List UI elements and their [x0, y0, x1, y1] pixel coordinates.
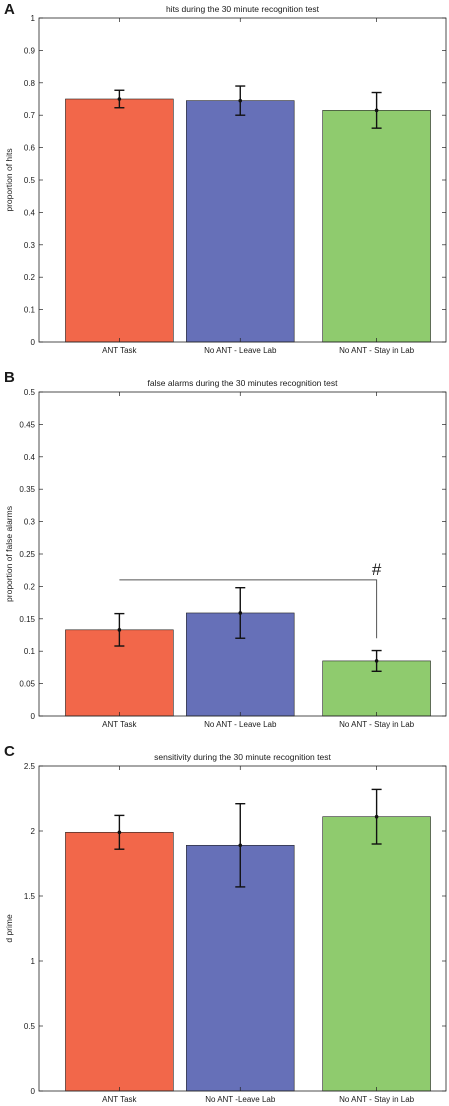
y-tick-label: 0.5 — [24, 388, 36, 397]
y-tick-label: 0.45 — [19, 420, 35, 429]
y-tick-label: 0.2 — [24, 582, 36, 591]
x-tick-label: No ANT - Stay in Lab — [339, 346, 415, 355]
y-tick-label: 1 — [31, 14, 36, 23]
axes-frame — [38, 17, 447, 343]
y-tick-label: 0.15 — [19, 615, 35, 624]
bar-1 — [65, 98, 174, 343]
y-tick-label: 0.35 — [19, 485, 35, 494]
y-tick-label: 1.5 — [24, 892, 36, 901]
y-tick-label: 0.05 — [19, 680, 35, 689]
chart-title: sensitivity during the 30 minute recogni… — [154, 752, 331, 762]
y-tick-label: 0.25 — [19, 550, 35, 559]
x-tick-label: ANT Task — [102, 1095, 137, 1104]
panel-letter: A — [4, 1, 15, 18]
y-tick-label: 0.5 — [24, 176, 36, 185]
mean-point — [238, 611, 243, 615]
y-tick-label: 0 — [31, 1087, 36, 1096]
mean-point — [374, 659, 379, 663]
y-tick-label: 0.4 — [24, 208, 36, 217]
x-tick-label: No ANT - Stay in Lab — [339, 1095, 415, 1104]
y-tick-label: 2.5 — [24, 762, 36, 771]
x-tick-label: ANT Task — [102, 720, 137, 729]
y-tick-label: 0 — [31, 712, 36, 721]
significance-marker: # — [372, 560, 382, 579]
bar-3 — [322, 110, 431, 343]
mean-point — [117, 628, 122, 632]
chart-title: hits during the 30 minute recognition te… — [166, 4, 320, 14]
y-tick-label: 2 — [31, 827, 36, 836]
y-tick-label: 0.9 — [24, 46, 36, 55]
y-tick-label: 0.1 — [24, 306, 36, 315]
mean-point — [238, 98, 243, 103]
y-tick-label: 0.1 — [24, 647, 36, 656]
axes-frame — [38, 765, 447, 1092]
x-tick-label: ANT Task — [102, 346, 137, 355]
chart-title: false alarms during the 30 minutes recog… — [148, 378, 339, 388]
bar-2 — [186, 100, 295, 343]
mean-point — [238, 843, 243, 848]
y-tick-label: 0.8 — [24, 79, 36, 88]
mean-point — [117, 830, 122, 835]
y-tick-label: 0 — [31, 338, 36, 347]
panel-letter: B — [4, 369, 15, 386]
mean-point — [374, 814, 379, 819]
y-tick-label: 0.5 — [24, 1022, 36, 1031]
y-tick-label: 0.7 — [24, 111, 36, 120]
y-tick-label: 0.4 — [24, 453, 36, 462]
y-tick-label: 1 — [31, 957, 36, 966]
x-tick-label: No ANT - Leave Lab — [204, 720, 277, 729]
x-tick-label: No ANT - Leave Lab — [204, 346, 277, 355]
axes-frame — [38, 391, 447, 717]
y-axis-label: proportion of false alarms — [4, 506, 14, 602]
y-tick-label: 0.3 — [24, 241, 36, 250]
bar-1 — [65, 831, 174, 1092]
y-tick-label: 0.2 — [24, 273, 36, 282]
y-axis-label: d prime — [4, 914, 14, 943]
y-tick-label: 0.6 — [24, 144, 36, 153]
x-tick-label: No ANT -Leave Lab — [205, 1095, 276, 1104]
bar-3 — [322, 816, 431, 1092]
mean-point — [117, 97, 122, 101]
panel-letter: C — [4, 743, 15, 760]
x-tick-label: No ANT - Stay in Lab — [339, 720, 415, 729]
y-tick-label: 0.3 — [24, 518, 36, 527]
mean-point — [374, 108, 379, 113]
significance-bracket — [119, 579, 378, 639]
y-axis-label: proportion of hits — [4, 148, 14, 211]
